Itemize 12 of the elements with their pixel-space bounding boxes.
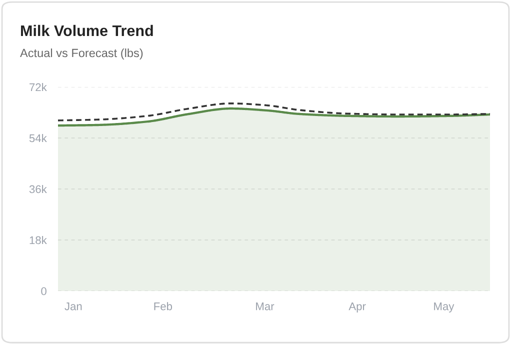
x-tick-label: May — [434, 302, 454, 312]
x-tick-label: Apr — [348, 302, 366, 312]
chart-subtitle: Actual vs Forecast (lbs) — [20, 48, 143, 60]
y-tick-label: 72k — [30, 82, 47, 92]
x-tick-label: Jan — [64, 302, 82, 310]
y-tick-label: 0 — [41, 287, 46, 296]
chart-title: Milk Volume Trend — [21, 24, 153, 36]
y-tick-label: 54k — [29, 134, 47, 142]
x-tick-label: Feb — [154, 302, 172, 310]
x-tick-label: Mar — [256, 302, 274, 310]
y-tick-label: 36k — [29, 184, 47, 194]
y-tick-label: 18k — [30, 236, 47, 244]
